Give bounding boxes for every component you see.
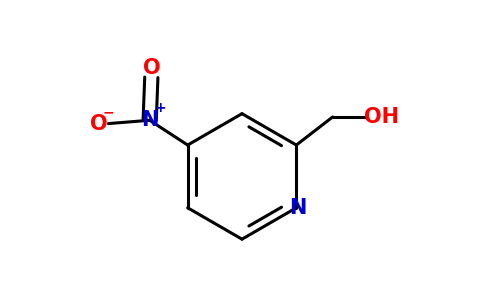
Text: O: O: [91, 114, 108, 134]
Text: N: N: [289, 198, 307, 218]
Text: O: O: [142, 58, 160, 78]
Text: OH: OH: [363, 107, 399, 127]
Text: N: N: [141, 110, 158, 130]
Text: +: +: [154, 101, 166, 115]
Text: −: −: [103, 105, 114, 119]
